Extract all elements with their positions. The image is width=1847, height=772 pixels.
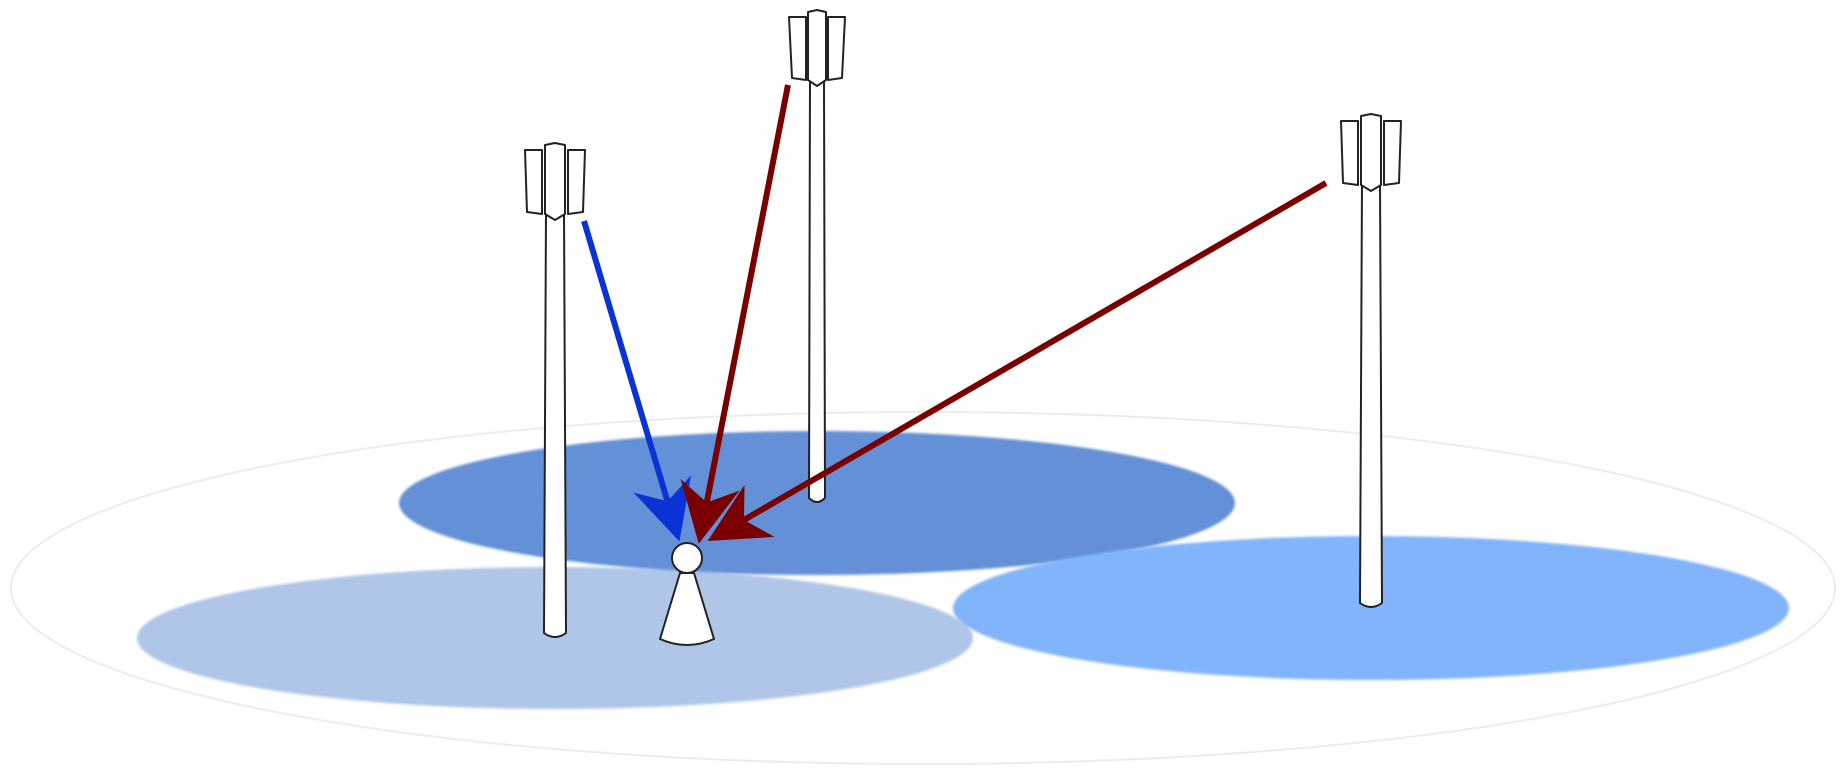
tower-mast <box>808 77 826 503</box>
antenna-panel-center <box>1360 113 1382 192</box>
interference-signal-arrow-right <box>707 180 1328 542</box>
antenna-panel-right <box>1383 120 1402 186</box>
serving-signal-arrow <box>581 220 692 542</box>
antenna-panel-right <box>827 16 846 81</box>
cell-tower-icon <box>788 9 846 503</box>
mobile-user-icon <box>659 542 715 646</box>
antenna-panel-right <box>567 149 586 215</box>
interference-signal-arrow-center <box>680 84 791 544</box>
user-head <box>671 542 703 574</box>
antenna-panel-left <box>1340 120 1359 186</box>
tower-mast <box>1359 182 1383 608</box>
antenna-panel-center <box>807 9 827 87</box>
ground-plane <box>10 411 1836 765</box>
antenna-panel-left <box>788 16 807 81</box>
cell-tower-icon <box>1340 113 1402 608</box>
antenna-panel-left <box>524 149 543 215</box>
user-body <box>659 572 715 646</box>
antenna-panel-center <box>544 142 566 221</box>
cell-tower-icon <box>524 142 586 638</box>
tower-mast <box>543 211 567 638</box>
